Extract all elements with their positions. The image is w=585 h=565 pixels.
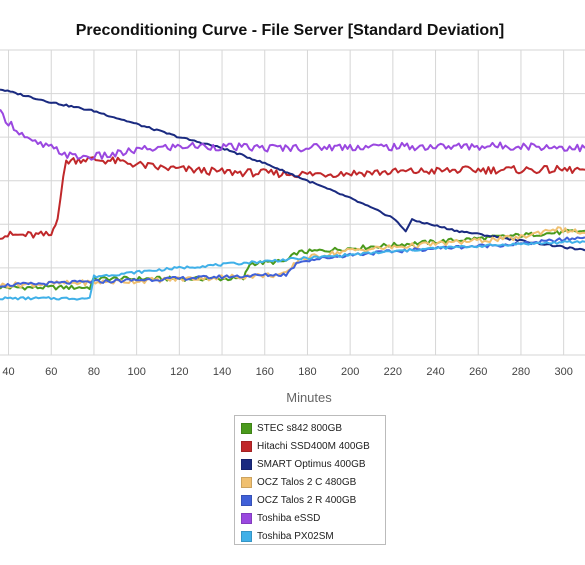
legend-swatch <box>241 530 252 542</box>
legend-swatch <box>241 458 252 470</box>
legend-label: Toshiba eSSD <box>257 512 321 524</box>
series-line <box>0 240 585 301</box>
x-tick-label: 60 <box>45 366 57 378</box>
x-axis-ticks: 40 60 80 100 120 140 160 180 200 220 240 260 280 300 <box>2 366 572 378</box>
legend-item: SMART Optimus 400GB <box>239 455 381 473</box>
legend-item: Toshiba PX02SM <box>239 527 381 545</box>
series-line <box>0 236 585 288</box>
legend-item: Toshiba eSSD <box>239 509 381 527</box>
legend-label: STEC s842 800GB <box>257 422 343 434</box>
x-tick-label: 180 <box>298 366 316 378</box>
x-axis-label: Minutes <box>286 390 332 405</box>
legend-item: OCZ Talos 2 R 400GB <box>239 491 381 509</box>
x-tick-label: 160 <box>256 366 274 378</box>
legend-label: Hitachi SSD400M 400GB <box>257 440 370 452</box>
series-line <box>0 226 585 289</box>
chart-title: Preconditioning Curve - File Server [Sta… <box>76 22 505 39</box>
legend-swatch <box>241 422 252 434</box>
legend-swatch <box>241 440 252 452</box>
x-tick-label: 300 <box>554 366 572 378</box>
legend-label: Toshiba PX02SM <box>257 530 334 542</box>
series-line <box>0 108 585 161</box>
series-line <box>0 156 585 240</box>
series-line <box>0 88 585 252</box>
legend-item: Hitachi SSD400M 400GB <box>239 437 381 455</box>
chart-grid <box>0 49 585 356</box>
series-lines <box>0 88 585 301</box>
x-tick-label: 100 <box>127 366 145 378</box>
x-tick-label: 260 <box>469 366 487 378</box>
legend-item: OCZ Talos 2 C 480GB <box>239 473 381 491</box>
legend-label: SMART Optimus 400GB <box>257 458 366 470</box>
x-tick-label: 120 <box>170 366 188 378</box>
legend-swatch <box>241 494 252 506</box>
x-tick-label: 220 <box>384 366 402 378</box>
x-tick-label: 280 <box>512 366 530 378</box>
legend-item: STEC s842 800GB <box>239 419 381 437</box>
legend-label: OCZ Talos 2 C 480GB <box>257 476 357 488</box>
x-tick-label: 200 <box>341 366 359 378</box>
x-tick-label: 240 <box>426 366 444 378</box>
chart-legend: STEC s842 800GB Hitachi SSD400M 400GB SMAR… <box>234 415 386 545</box>
x-tick-label: 140 <box>213 366 231 378</box>
legend-swatch <box>241 476 252 488</box>
x-tick-label: 80 <box>88 366 100 378</box>
x-tick-label: 40 <box>2 366 14 378</box>
legend-swatch <box>241 512 252 524</box>
legend-label: OCZ Talos 2 R 400GB <box>257 494 357 506</box>
